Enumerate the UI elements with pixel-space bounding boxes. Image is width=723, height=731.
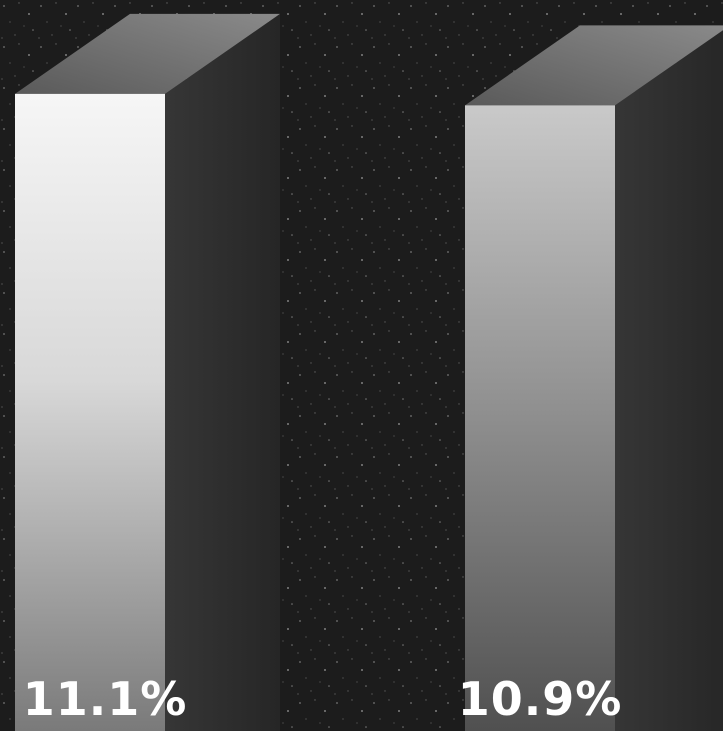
bar-group [15,13,723,731]
bar-top-1 [15,13,280,94]
bar-value-label-2: 10.9% [458,672,623,726]
bar-2 [465,105,615,731]
bar-top-2 [465,25,723,106]
label-group: 11.1% 10.9% [23,672,623,726]
bar-1 [15,93,165,731]
bar-side-1 [165,13,280,731]
bar-side-2 [615,30,723,731]
bar-value-label-1: 11.1% [23,672,188,726]
